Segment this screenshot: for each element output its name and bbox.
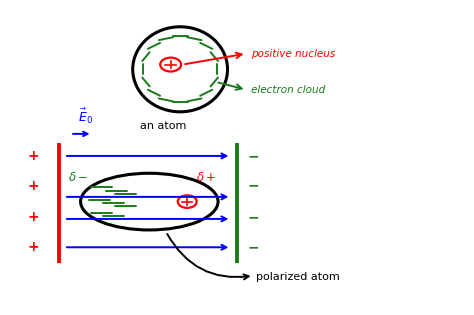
- Text: −: −: [248, 179, 259, 193]
- Text: +: +: [27, 179, 39, 193]
- Text: an atom: an atom: [140, 121, 186, 131]
- Text: $\delta-$: $\delta-$: [68, 171, 88, 185]
- Text: −: −: [248, 210, 259, 224]
- Text: +: +: [27, 149, 39, 163]
- Text: +: +: [27, 240, 39, 254]
- Text: polarized atom: polarized atom: [256, 272, 340, 282]
- Text: −: −: [248, 240, 259, 254]
- Text: positive nucleus: positive nucleus: [251, 49, 336, 59]
- Text: +: +: [27, 210, 39, 224]
- Text: electron cloud: electron cloud: [251, 85, 326, 95]
- Text: $\delta+$: $\delta+$: [196, 171, 216, 185]
- Text: −: −: [248, 149, 259, 163]
- Text: $\vec{E}_0$: $\vec{E}_0$: [78, 107, 93, 126]
